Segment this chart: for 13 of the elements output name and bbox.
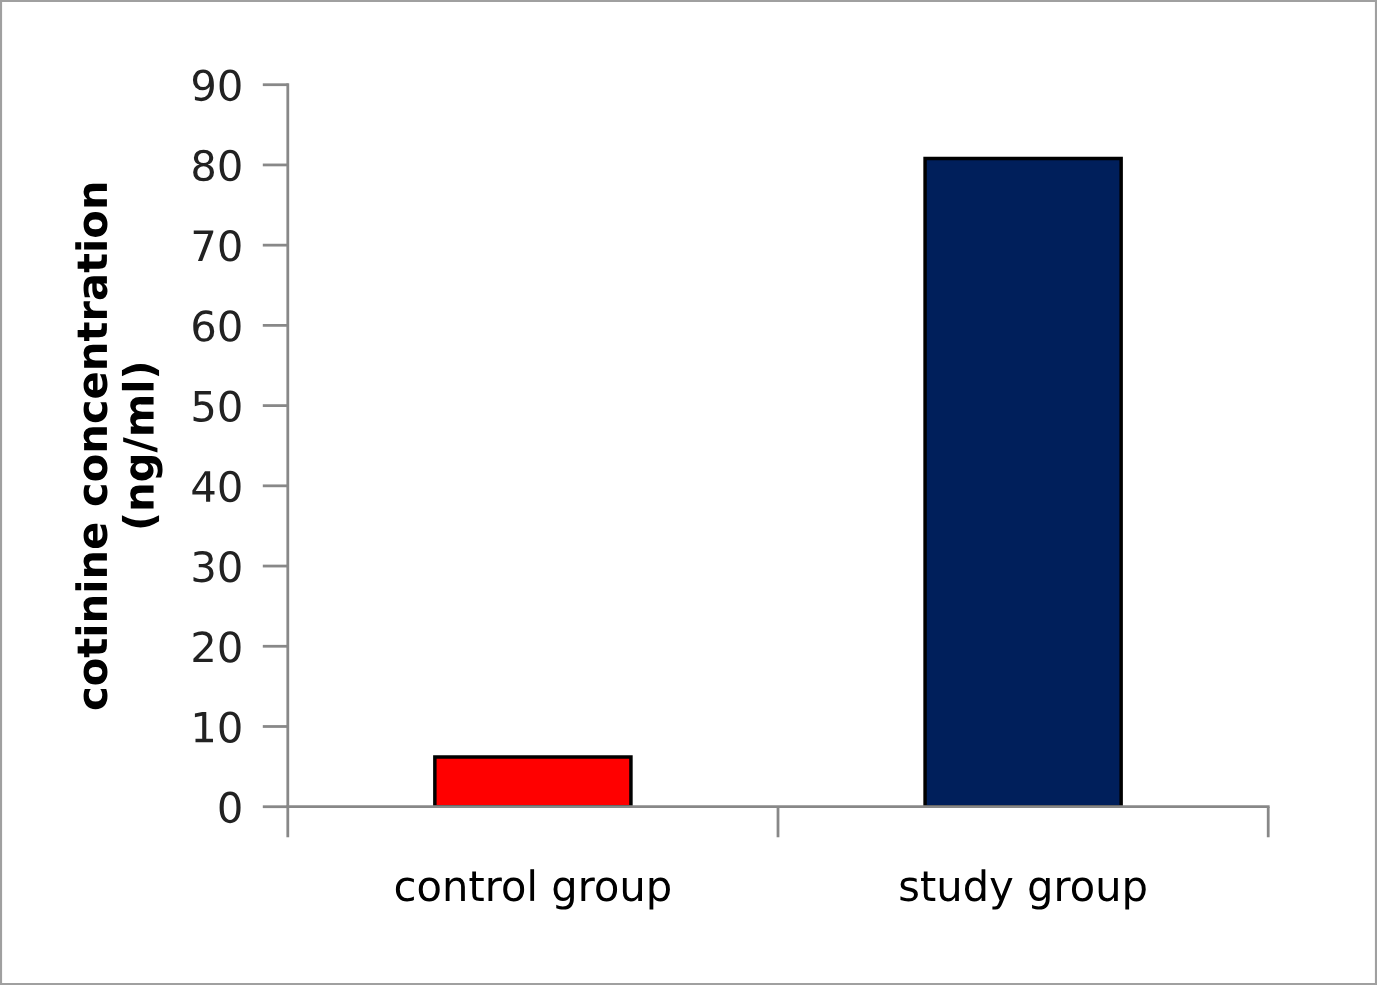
- y-tick-label: 20: [193, 631, 241, 663]
- y-tick-label: 10: [194, 711, 241, 743]
- y-tick-label: 60: [193, 310, 241, 342]
- y-tick-label: 40: [192, 470, 241, 503]
- x-tick-label: study group: [900, 869, 1146, 910]
- y-tick-label: 0: [219, 791, 241, 824]
- y-tick-label: 80: [193, 149, 241, 182]
- y-tick-label: 70: [193, 230, 241, 262]
- y-axis-title: cotinine concentration (ng/ml): [75, 183, 163, 710]
- y-tick-label: 50: [193, 390, 241, 423]
- y-tick-label: 30: [193, 550, 241, 583]
- x-tick-label: control group: [395, 869, 670, 910]
- y-tick-label: 90: [192, 69, 241, 102]
